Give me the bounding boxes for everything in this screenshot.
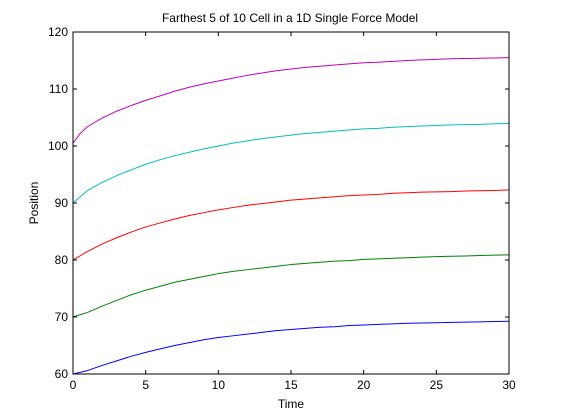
x-tick-label: 10: [212, 378, 226, 392]
y-axis: 60 70 80 90 100 110 120: [48, 25, 509, 381]
x-tick-label: 25: [430, 378, 444, 392]
x-tick-label: 0: [70, 378, 77, 392]
y-axis-label: Position: [27, 182, 41, 225]
x-axis-label: Time: [278, 397, 305, 411]
y-tick-label: 80: [55, 253, 69, 267]
plot-area: [73, 32, 509, 374]
series-line-4: [72, 122, 510, 204]
y-tick-label: 110: [49, 82, 68, 96]
chart-title: Farthest 5 of 10 Cell in a 1D Single For…: [162, 11, 418, 25]
x-tick-label: 20: [357, 378, 371, 392]
y-tick-label: 90: [55, 196, 69, 210]
series-line-3: [72, 189, 510, 261]
y-tick-label: 100: [48, 139, 68, 153]
x-axis: 0 5 10 15 20 25 30: [70, 32, 516, 392]
x-tick-label: 5: [142, 378, 149, 392]
y-tick-label: 120: [48, 25, 68, 39]
series-line-1: [72, 320, 510, 375]
y-tick-label: 60: [55, 367, 69, 381]
series-layer: [72, 57, 510, 375]
x-tick-label: 30: [502, 378, 516, 392]
y-tick-label: 70: [55, 310, 69, 324]
x-tick-label: 15: [284, 378, 298, 392]
series-line-5: [72, 57, 510, 144]
series-line-2: [72, 254, 510, 318]
